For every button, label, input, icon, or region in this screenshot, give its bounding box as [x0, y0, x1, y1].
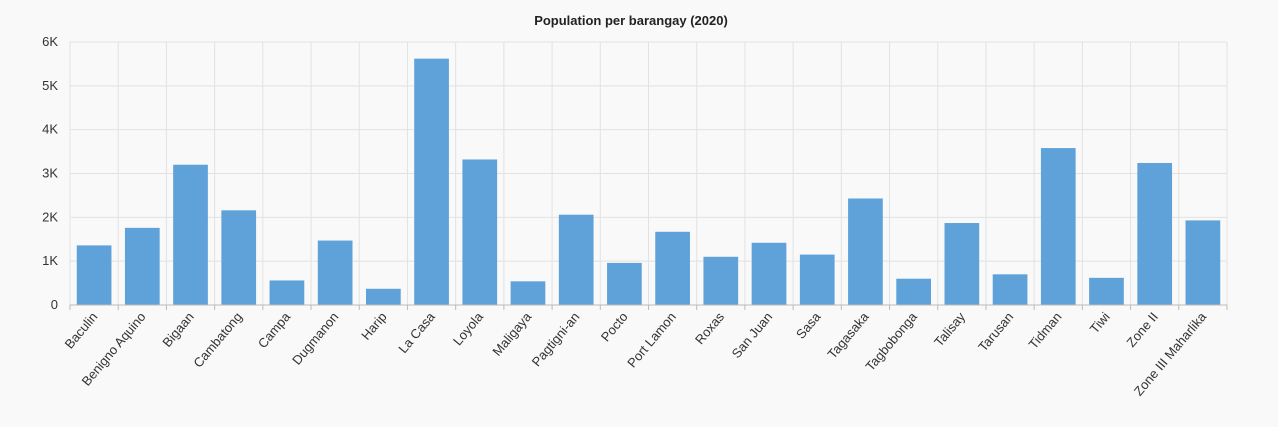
x-tick-label: Tagasaka — [824, 309, 872, 362]
x-tick-label: Harip — [358, 309, 389, 342]
bar[interactable]: Dugmanon: 1470 — [317, 240, 353, 305]
bar[interactable]: Loyola: 3320 — [462, 159, 498, 305]
bar[interactable]: Zone III Maharlika: 1930 — [1185, 220, 1221, 305]
x-tick-label: Loyola — [450, 309, 487, 349]
x-tick-label: Sasa — [793, 309, 824, 342]
y-tick-label: 6K — [42, 34, 58, 49]
bar[interactable]: Talisay: 1870 — [944, 223, 980, 305]
bar[interactable]: Bigaan: 3200 — [173, 164, 208, 305]
bar[interactable]: Tarusan: 700 — [992, 274, 1028, 305]
x-tick-label: Roxas — [692, 309, 727, 347]
bar[interactable]: Baculin: 1360 — [76, 245, 112, 305]
bar[interactable]: Tagbobonga: 600 — [896, 278, 932, 305]
y-tick-label: 4K — [42, 122, 58, 137]
x-tick-label: Tarusan — [975, 309, 1016, 354]
x-tick-label: Bigaan — [159, 309, 197, 350]
y-tick-label: 1K — [42, 253, 58, 268]
x-tick-label: Tiwi — [1087, 309, 1113, 336]
bar[interactable]: Pagtigni-an: 2060 — [558, 214, 594, 305]
x-tick-label: Baculin — [62, 309, 101, 351]
x-tick-label: Cambatong — [190, 309, 245, 370]
x-tick-label: Tidman — [1026, 309, 1065, 351]
chart-title: Population per barangay (2020) — [534, 13, 728, 28]
bar[interactable]: Zone II: 3240 — [1137, 162, 1173, 305]
bar[interactable]: Tagasaka: 2430 — [848, 198, 883, 305]
bar[interactable]: Tidman: 3580 — [1040, 148, 1076, 305]
bar[interactable]: Port Lamon: 1670 — [655, 231, 690, 305]
x-tick-label: Dugmanon — [289, 309, 341, 367]
y-tick-label: 0 — [51, 297, 58, 312]
y-tick-label: 2K — [42, 209, 58, 224]
bar[interactable]: Maligaya: 540 — [510, 281, 546, 305]
x-tick-label: San Juan — [729, 309, 776, 361]
bar[interactable]: Roxas: 1100 — [703, 256, 739, 305]
x-tick-label: Zone II — [1123, 309, 1161, 350]
y-tick-label: 5K — [42, 78, 58, 93]
x-tick-label: Campa — [255, 309, 294, 351]
bar[interactable]: Tiwi: 620 — [1089, 277, 1124, 305]
x-tick-label: Talisay — [931, 309, 968, 349]
x-tick-label: Pocto — [598, 309, 631, 344]
grid-layer — [69, 41, 1228, 306]
x-tick-label: Port Lamon — [624, 309, 679, 370]
y-tick-label: 3K — [42, 166, 58, 181]
bar[interactable]: Harip: 370 — [365, 288, 401, 305]
bar[interactable]: Pocto: 960 — [607, 262, 642, 305]
axis-layer — [69, 304, 1228, 310]
bar[interactable]: Sasa: 1150 — [799, 254, 835, 305]
bar-layer: Baculin: 1360 Benigno Aquino: 1760 Bigaan:… — [76, 58, 1221, 306]
bar[interactable]: San Juan: 1420 — [751, 242, 787, 305]
bar[interactable]: Cambatong: 2160 — [221, 210, 257, 305]
x-tick-label: Maligaya — [489, 309, 534, 359]
bar[interactable]: Campa: 560 — [269, 280, 305, 305]
bar[interactable]: La Casa: 5620 — [414, 58, 449, 306]
bar[interactable]: Benigno Aquino: 1760 — [124, 227, 160, 305]
x-tick-label: Pagtigni-an — [529, 309, 583, 369]
x-tick-label: La Casa — [395, 309, 438, 356]
